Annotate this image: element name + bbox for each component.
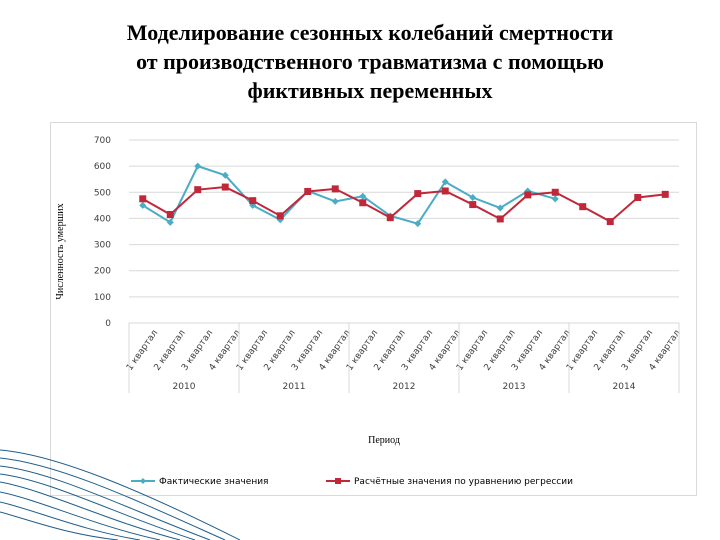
series-1-point <box>414 220 422 228</box>
series-2-point <box>469 201 477 209</box>
series-line-2 <box>142 186 666 223</box>
series-2-point <box>221 183 229 191</box>
chart-frame: 0 100 200 300 400 500 600 700 Численность умерши… <box>50 122 697 496</box>
series-2-point <box>166 211 174 219</box>
y-tick-label: 600 <box>94 162 111 172</box>
x-year-label: 2010 <box>173 382 196 392</box>
series-2-point <box>579 203 587 211</box>
y-tick-label: 300 <box>94 241 111 251</box>
x-year-label: 2011 <box>283 382 306 392</box>
series-2-point <box>441 187 449 195</box>
series-2-point <box>304 188 312 196</box>
x-year-label: 2013 <box>503 382 526 392</box>
series-2-point <box>524 191 532 199</box>
y-axis-title: Численность умерших <box>55 203 66 299</box>
series-2-point <box>661 190 669 198</box>
series-1-point <box>524 187 532 195</box>
series-1-point <box>331 197 339 205</box>
x-year-label: 2014 <box>613 382 636 392</box>
slide-title: Моделирование сезонных колебаний смертно… <box>60 18 680 105</box>
x-axis-title: Период <box>368 435 400 446</box>
series-2-point <box>276 212 284 220</box>
series-2-point <box>496 215 504 223</box>
series-1-point <box>221 171 229 179</box>
legend-marker-1 <box>140 478 146 484</box>
y-tick-label: 500 <box>94 188 111 198</box>
series-2-point <box>414 190 422 198</box>
line-chart: 0 100 200 300 400 500 600 700 Численность умерши… <box>55 136 683 487</box>
title-line-3: фиктивных переменных <box>247 78 493 103</box>
series-1-point <box>496 204 504 212</box>
series-2-point <box>606 218 614 226</box>
title-line-1: Моделирование сезонных колебаний смертно… <box>126 20 614 45</box>
series-1-point <box>441 178 449 186</box>
series-1-point <box>359 192 367 200</box>
legend-label-1: Фактические значения <box>159 477 268 487</box>
y-tick-label: 400 <box>94 214 111 224</box>
decorative-wave-lines <box>0 449 240 540</box>
series-2-point <box>634 194 642 202</box>
series-1-point <box>194 162 202 170</box>
series-1-point <box>551 195 559 203</box>
series-2-point <box>194 186 202 194</box>
series-line-1 <box>142 164 556 225</box>
series-1-point <box>139 201 147 209</box>
x-year-label: 2012 <box>393 382 416 392</box>
y-tick-label: 0 <box>105 319 111 329</box>
series-2-point <box>139 195 147 203</box>
series-2-point <box>551 188 559 196</box>
series-2-point <box>386 214 394 222</box>
legend-label-2: Расчётные значения по уравнению регресси… <box>354 477 573 487</box>
series-2-point <box>249 197 257 205</box>
title-line-2: от производственного травматизма с помощ… <box>136 49 604 74</box>
y-tick-label: 100 <box>94 293 111 303</box>
y-tick-label: 200 <box>94 267 111 277</box>
legend-marker-2 <box>335 478 341 484</box>
series-1-point <box>469 194 477 202</box>
y-tick-label: 700 <box>94 136 111 146</box>
series-1-point <box>166 218 174 226</box>
series-2-point <box>331 185 339 193</box>
series-2-point <box>359 199 367 207</box>
